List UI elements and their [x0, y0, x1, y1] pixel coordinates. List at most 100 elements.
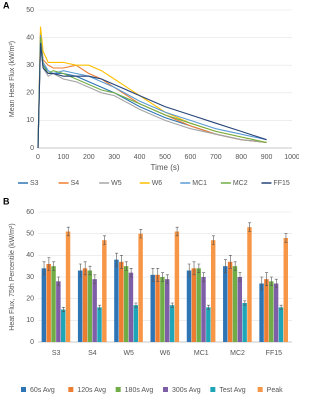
x-tick-label: 300 — [108, 154, 120, 161]
bar — [223, 266, 228, 342]
bar — [160, 277, 165, 342]
error-bar — [228, 255, 232, 269]
legend-label: W6 — [152, 180, 163, 187]
legend-label: 300s Avg — [172, 387, 201, 394]
bar — [191, 268, 197, 342]
error-bar — [42, 261, 46, 276]
error-bar — [223, 259, 227, 273]
x-tick-label: 900 — [261, 154, 273, 161]
legend-label: MC1 — [192, 180, 207, 187]
legend-label: 180s Avg — [125, 387, 154, 394]
error-bar — [279, 304, 283, 310]
y-tick-label: 30 — [26, 274, 34, 281]
y-tick-label: 40 — [26, 34, 34, 41]
bar — [114, 259, 119, 342]
bar — [97, 307, 102, 342]
bar — [65, 231, 71, 342]
error-bar — [269, 276, 273, 286]
x-tick-label: 800 — [235, 154, 247, 161]
bar — [77, 270, 83, 342]
error-bar — [207, 304, 211, 310]
bar — [206, 307, 211, 342]
y-tick-label: 30 — [26, 62, 34, 69]
y-tick-label: 20 — [26, 296, 34, 303]
legend-label: S3 — [30, 180, 39, 187]
bar — [46, 264, 51, 342]
error-bar — [88, 265, 92, 276]
y-tick-label: 0 — [30, 339, 34, 346]
error-bar — [115, 252, 119, 267]
x-tick-label: MC2 — [230, 350, 245, 357]
error-bar — [151, 268, 155, 282]
bar — [82, 268, 88, 342]
bar — [269, 281, 274, 342]
bar — [155, 274, 160, 342]
legend-label: Peak — [267, 387, 283, 394]
error-bar — [93, 274, 97, 284]
y-tick-label: 60 — [26, 209, 34, 216]
bar — [186, 270, 192, 342]
bar — [138, 233, 143, 342]
bar — [196, 268, 201, 342]
panel-label: B — [3, 196, 10, 206]
error-bar — [197, 263, 201, 273]
bar — [165, 279, 170, 342]
x-tick-label: 500 — [159, 154, 171, 161]
bar — [41, 268, 47, 342]
bar — [60, 309, 66, 342]
y-tick-label: 50 — [26, 231, 34, 238]
legend-label: 60s Avg — [30, 387, 55, 394]
x-tick-label: 1000 — [284, 154, 299, 161]
error-bar — [187, 263, 191, 278]
error-bar — [134, 302, 138, 308]
y-tick-label: 0 — [30, 145, 34, 152]
bar — [242, 303, 247, 342]
x-tick-label: 600 — [185, 154, 197, 161]
error-bar — [129, 268, 133, 278]
error-bar — [248, 222, 252, 232]
series-line — [37, 37, 267, 149]
error-bar — [202, 272, 206, 282]
x-tick-label: S3 — [52, 350, 61, 357]
x-tick-label: FF15 — [266, 350, 282, 357]
bar — [174, 231, 180, 342]
bar — [133, 305, 139, 342]
legend-swatch — [115, 387, 121, 392]
bar — [247, 227, 252, 342]
bar — [102, 240, 107, 342]
legend-label: W5 — [111, 180, 122, 187]
error-bar — [161, 272, 165, 282]
series-line — [37, 43, 267, 149]
error-bar — [119, 255, 123, 269]
bar — [259, 283, 264, 342]
error-bar — [156, 268, 160, 282]
x-tick-label: 400 — [134, 154, 146, 161]
bar — [264, 279, 269, 342]
bar — [283, 238, 288, 342]
bar — [119, 261, 124, 342]
bar — [273, 283, 279, 342]
legend-swatch — [257, 387, 263, 392]
bar — [56, 281, 61, 342]
y-tick-label: 10 — [26, 117, 34, 124]
panel-label: A — [3, 0, 10, 10]
error-bar — [103, 235, 107, 245]
x-tick-label: W5 — [123, 350, 134, 357]
error-bar — [165, 274, 169, 284]
error-bar — [260, 276, 264, 291]
y-tick-label: 20 — [26, 90, 34, 97]
error-bar — [98, 304, 102, 310]
bar — [210, 240, 216, 342]
bar — [123, 266, 129, 342]
bar — [51, 266, 56, 342]
error-bar — [265, 272, 269, 286]
bar — [128, 272, 134, 342]
y-tick-label: 10 — [26, 317, 34, 324]
bar — [237, 277, 243, 342]
error-bar — [78, 263, 82, 278]
bar — [87, 270, 93, 342]
series-line — [37, 43, 267, 149]
legend-swatch — [68, 387, 74, 392]
series-line — [37, 26, 267, 149]
y-tick-label: 50 — [26, 7, 34, 14]
